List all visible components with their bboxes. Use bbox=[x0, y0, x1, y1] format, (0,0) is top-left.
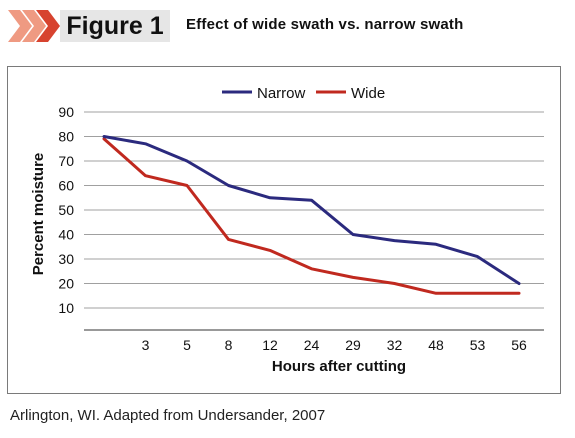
series-line-narrow bbox=[102, 135, 521, 285]
y-tick-label: 90 bbox=[58, 104, 74, 120]
chevron-arrows-icon bbox=[8, 10, 60, 42]
x-tick-label: 12 bbox=[262, 337, 278, 353]
x-tick-label: 8 bbox=[225, 337, 233, 353]
chart-frame bbox=[7, 66, 561, 394]
series-line-wide bbox=[102, 137, 521, 295]
y-tick-label: 40 bbox=[58, 227, 74, 243]
legend: Narrow Wide bbox=[222, 85, 385, 102]
figure-label: Figure 1 bbox=[66, 11, 164, 40]
source-note: Arlington, WI. Adapted from Undersander,… bbox=[10, 407, 326, 424]
x-tick-label: 5 bbox=[183, 337, 191, 353]
x-tick-label: 53 bbox=[470, 337, 486, 353]
y-tick-labels: 10 20 30 40 50 60 70 80 90 bbox=[58, 104, 74, 316]
x-tick-label: 24 bbox=[304, 337, 320, 353]
y-tick-label: 30 bbox=[58, 251, 74, 267]
y-tick-label: 10 bbox=[58, 300, 74, 316]
y-tick-label: 80 bbox=[58, 129, 74, 145]
series-lines bbox=[102, 135, 521, 295]
gridlines bbox=[84, 111, 544, 331]
x-tick-label: 29 bbox=[345, 337, 361, 353]
legend-label-wide: Wide bbox=[351, 85, 385, 102]
y-tick-label: 20 bbox=[58, 276, 74, 292]
x-axis-label: Hours after cutting bbox=[272, 358, 406, 375]
y-tick-label: 70 bbox=[58, 153, 74, 169]
x-tick-label: 48 bbox=[428, 337, 444, 353]
x-tick-label: 56 bbox=[511, 337, 527, 353]
y-axis-label: Percent moisture bbox=[30, 153, 47, 276]
figure-header: Figure 1 Effect of wide swath vs. narrow… bbox=[0, 0, 575, 52]
y-tick-label: 60 bbox=[58, 178, 74, 194]
x-tick-label: 32 bbox=[387, 337, 403, 353]
x-tick-label: 3 bbox=[142, 337, 150, 353]
figure-badge: Figure 1 bbox=[60, 10, 170, 42]
legend-label-narrow: Narrow bbox=[257, 85, 306, 102]
y-tick-label: 50 bbox=[58, 202, 74, 218]
x-tick-labels: 3 5 8 12 24 29 32 48 53 56 bbox=[142, 337, 527, 353]
figure-title: Effect of wide swath vs. narrow swath bbox=[186, 16, 464, 33]
